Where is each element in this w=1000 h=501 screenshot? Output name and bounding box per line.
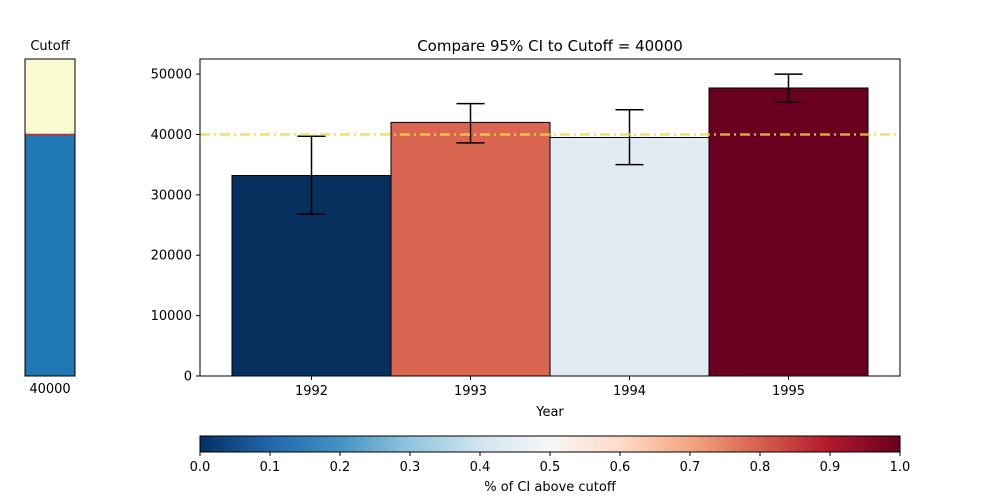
colorbar-tick-label-0.6: 0.6 [610,460,631,475]
colorbar-ticks: 0.0 0.1 0.2 0.3 0.4 0.5 0.6 0.7 0.8 0.9 1.0 [190,452,911,475]
x-tick-label-1995: 1995 [772,384,805,399]
cutoff-panel-frame [24,58,76,377]
chart-title: Compare 95% CI to Cutoff = 40000 [417,37,683,55]
colorbar-tick-label-0.3: 0.3 [400,460,421,475]
colorbar-tick-label-1.0: 1.0 [890,460,911,475]
bar-1994 [549,136,710,377]
colorbar-label: % of CI above cutoff [484,480,617,495]
cutoff-panel: Cutoff 40000 [24,39,76,397]
colorbar-tick-label-0.0: 0.0 [190,460,211,475]
x-axis-label: Year [535,405,564,420]
x-tick-label-1994: 1994 [613,384,646,399]
colorbar-tick-label-0.2: 0.2 [330,460,351,475]
errorbars-group [297,73,803,215]
y-tick-label-50000: 50000 [151,68,192,83]
main-plot: Compare 95% CI to Cutoff = 40000 0 10000 2… [151,37,901,420]
colorbar-tick-label-0.4: 0.4 [470,460,491,475]
y-tick-label-30000: 30000 [151,188,192,203]
y-tick-label-10000: 10000 [151,309,192,324]
bar-1993 [390,121,551,377]
x-axis: 1992 1993 1994 1995 [295,376,805,399]
cutoff-remainder-area [25,59,75,135]
y-axis: 0 10000 20000 30000 40000 50000 [151,68,200,385]
cutoff-fill-bar [25,134,75,376]
colorbar-tick-label-0.8: 0.8 [750,460,771,475]
bar-1995 [708,87,869,377]
bars-group [231,87,869,377]
y-tick-label-20000: 20000 [151,249,192,264]
cutoff-panel-label: 40000 [29,382,70,397]
x-tick-label-1993: 1993 [454,384,487,399]
colorbar-tick-label-0.5: 0.5 [540,460,561,475]
y-tick-label-0: 0 [184,370,192,385]
colorbar-tick-label-0.9: 0.9 [820,460,841,475]
colorbar: 0.0 0.1 0.2 0.3 0.4 0.5 0.6 0.7 0.8 0.9 1.0 % of C… [190,435,911,495]
x-tick-label-1992: 1992 [295,384,328,399]
colorbar-gradient [199,435,901,453]
y-tick-label-40000: 40000 [151,128,192,143]
colorbar-tick-label-0.1: 0.1 [260,460,281,475]
cutoff-panel-title: Cutoff [30,39,70,54]
colorbar-tick-label-0.7: 0.7 [680,460,701,475]
plot-frame [199,58,901,377]
